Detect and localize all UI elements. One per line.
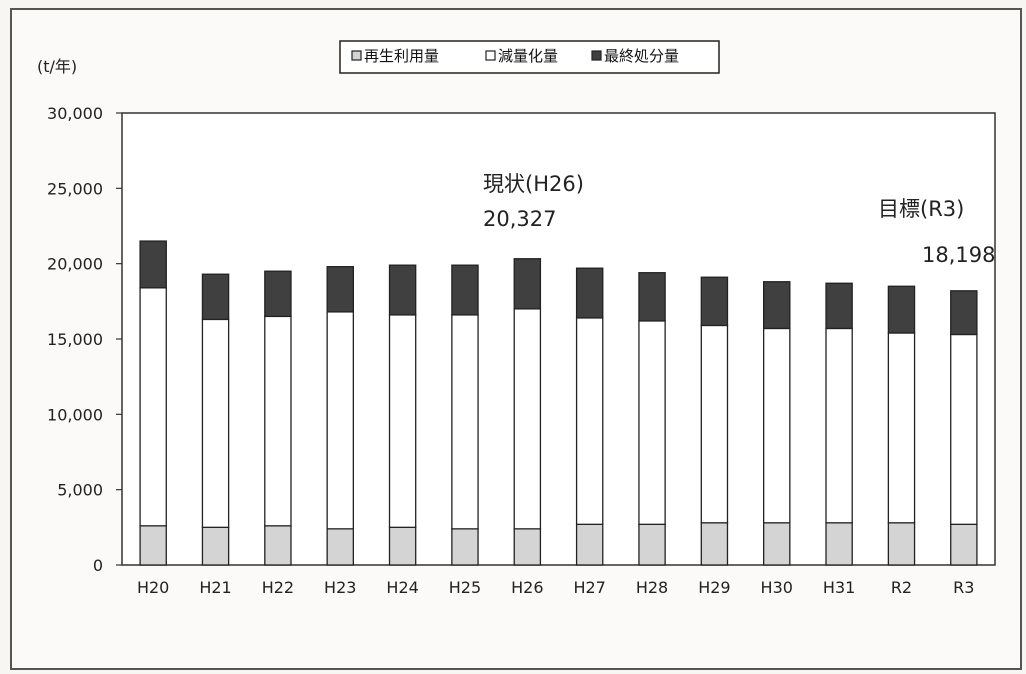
bar-segment-reduction	[513, 308, 542, 530]
y-tick-label: 10,000	[47, 405, 103, 424]
y-tick-label: 5,000	[57, 481, 103, 500]
bar-segment-reduction	[139, 287, 167, 527]
bar-segment-reduction	[700, 324, 729, 524]
y-tick-label: 20,000	[47, 255, 103, 274]
current-label: 現状(H26)	[483, 172, 584, 196]
bar-segment-reduction	[326, 311, 354, 530]
bar-segment-reduction	[201, 318, 230, 528]
bar-segment-final-disposal	[887, 285, 916, 334]
bar-segment-final-disposal	[575, 267, 604, 319]
bar-segment-recycle	[513, 528, 542, 566]
bar-segment-recycle	[326, 528, 354, 566]
bar-segment-final-disposal	[326, 266, 354, 313]
bar-segment-final-disposal	[825, 282, 853, 330]
x-tick-label: H25	[449, 578, 481, 597]
bar-segment-final-disposal	[700, 276, 729, 327]
target-label: 目標(R3)	[878, 197, 964, 221]
bar-segment-recycle	[887, 522, 916, 566]
bar-segment-final-disposal	[513, 258, 542, 310]
bar-segment-reduction	[638, 320, 666, 525]
legend-swatch-reduction	[485, 50, 496, 61]
bar-segment-reduction	[575, 317, 604, 525]
x-tick-label: H27	[573, 578, 605, 597]
x-tick-label: H20	[137, 578, 169, 597]
x-tick-label: R2	[891, 578, 912, 597]
bar-segment-reduction	[763, 327, 791, 524]
bar-segment-recycle	[950, 523, 978, 566]
bar-segment-reduction	[264, 315, 292, 527]
bar-segment-reduction	[825, 327, 853, 524]
legend-swatch-recycle	[351, 50, 362, 61]
x-tick-label: H30	[761, 578, 793, 597]
x-tick-label: H31	[823, 578, 855, 597]
x-tick-label: R3	[953, 578, 974, 597]
x-tick-label: H23	[324, 578, 356, 597]
bar-segment-recycle	[139, 525, 167, 566]
x-tick-label: H26	[511, 578, 543, 597]
bar-segment-recycle	[638, 523, 666, 566]
legend-label-reduction: 減量化量	[498, 47, 558, 65]
bar-segment-final-disposal	[763, 281, 791, 330]
y-axis: 0 5,000 10,000 15,000 20,000 25,000 30,000	[47, 104, 122, 575]
bar-segment-recycle	[700, 522, 729, 566]
x-tick-label: H24	[386, 578, 418, 597]
y-tick-label: 25,000	[47, 179, 103, 198]
bar-segment-recycle	[575, 523, 604, 566]
bar-segment-recycle	[264, 525, 292, 566]
legend: 再生利用量 減量化量 最終処分量	[339, 40, 720, 74]
legend-label-recycle: 再生利用量	[364, 47, 439, 65]
x-tick-label: H22	[262, 578, 294, 597]
legend-swatch-final-disposal	[591, 50, 602, 61]
y-tick-label: 15,000	[47, 330, 103, 349]
legend-label-final-disposal: 最終処分量	[604, 47, 679, 65]
x-axis: H20 H21 H22 H23 H24 H25 H26 H27 H28 H29 H30 H31 R2 R3	[137, 578, 974, 597]
bar-segment-reduction	[887, 332, 916, 524]
bar-segment-reduction	[451, 314, 479, 530]
y-tick-label: 30,000	[47, 104, 103, 123]
x-tick-label: H29	[698, 578, 730, 597]
y-unit-label: (t/年)	[37, 57, 77, 76]
bar-segment-recycle	[763, 522, 791, 566]
bar-segment-final-disposal	[388, 264, 417, 316]
bar-segment-recycle	[825, 522, 853, 566]
x-tick-label: H28	[636, 578, 668, 597]
x-tick-label: H21	[199, 578, 231, 597]
legend-box	[339, 40, 720, 74]
bar-segment-recycle	[451, 528, 479, 566]
bar-segment-reduction	[388, 314, 417, 528]
y-tick-label: 0	[93, 556, 103, 575]
bar-segment-final-disposal	[451, 264, 479, 316]
bar-segment-final-disposal	[264, 270, 292, 318]
target-value: 18,198	[922, 243, 995, 267]
bar-segment-final-disposal	[201, 273, 230, 321]
bar-segment-recycle	[388, 526, 417, 566]
bar-segment-final-disposal	[638, 272, 666, 322]
bar-segment-final-disposal	[950, 290, 978, 336]
bars	[139, 240, 978, 566]
bar-segment-recycle	[201, 526, 230, 566]
current-value: 20,327	[483, 207, 556, 231]
bar-segment-final-disposal	[139, 240, 167, 289]
bar-segment-reduction	[950, 333, 978, 525]
